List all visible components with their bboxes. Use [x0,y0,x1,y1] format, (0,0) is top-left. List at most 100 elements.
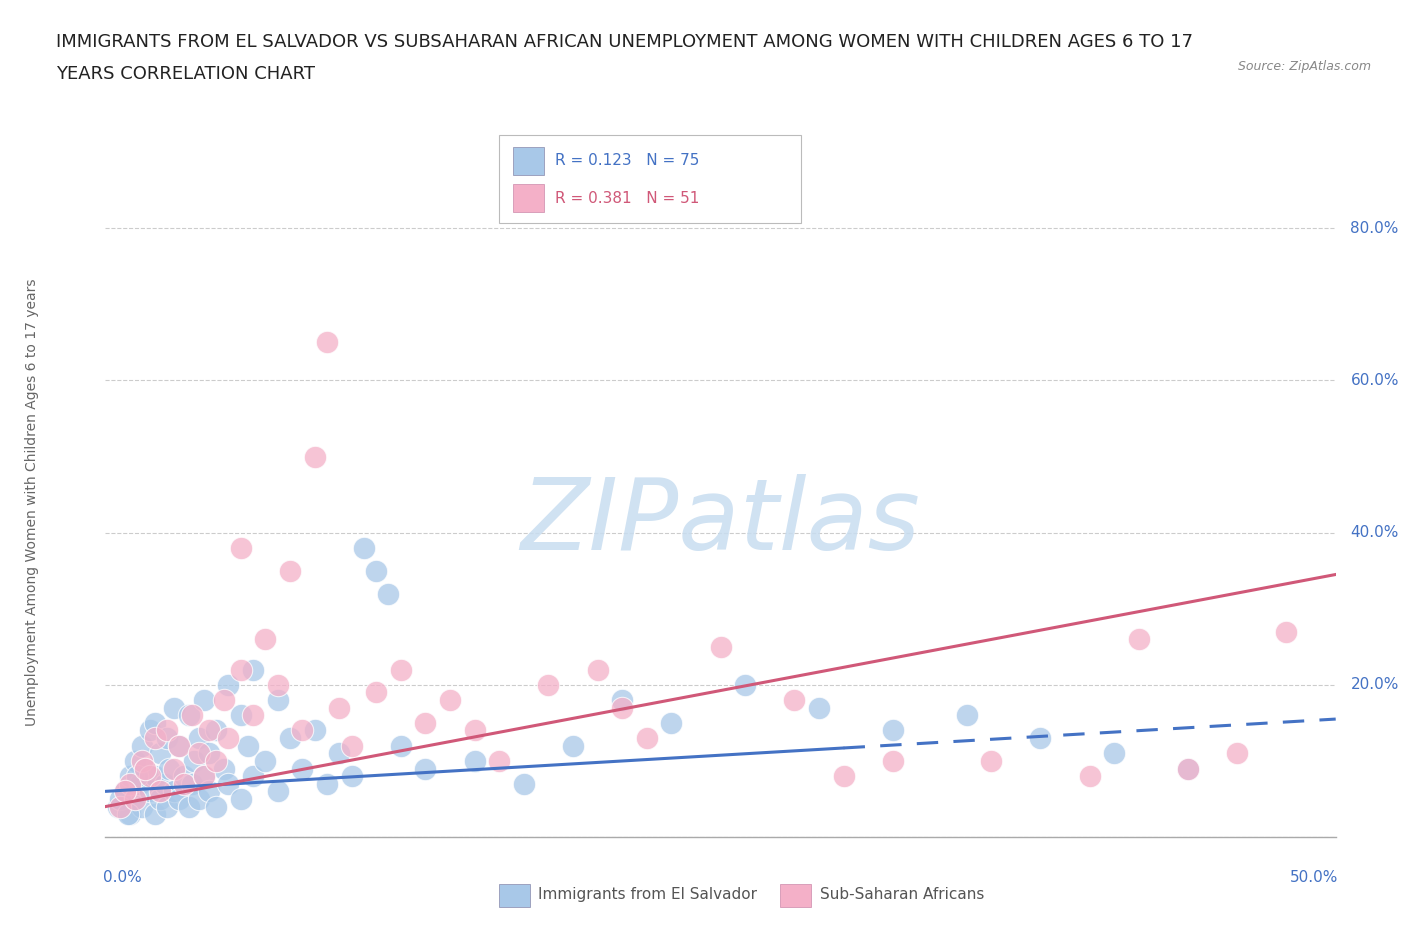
Point [291,761,314,776]
Text: YEARS CORRELATION CHART: YEARS CORRELATION CHART [56,65,315,83]
Point [267,693,290,708]
Point [586,662,609,677]
Point [439,693,461,708]
Point [110,791,132,806]
Text: 0.0%: 0.0% [103,870,142,885]
Text: 20.0%: 20.0% [1350,677,1399,692]
Point [180,708,202,723]
Point [562,738,585,753]
Point [205,799,228,814]
Point [488,753,510,768]
Point [1275,624,1298,639]
Point [636,731,658,746]
Point [117,806,139,821]
Point [205,723,228,737]
Point [159,761,180,776]
Point [513,777,536,791]
Text: Immigrants from El Salvador: Immigrants from El Salvador [538,887,758,902]
Point [315,777,337,791]
Point [131,738,153,753]
Point [1078,769,1101,784]
Point [882,723,904,737]
Point [188,731,211,746]
Point [218,677,240,692]
Point [980,753,1002,768]
Point [267,677,290,692]
Point [229,540,252,555]
Point [120,806,141,821]
Point [304,449,326,464]
Point [188,791,211,806]
Point [229,708,252,723]
Text: Source: ZipAtlas.com: Source: ZipAtlas.com [1237,60,1371,73]
Point [134,761,156,776]
Text: 40.0%: 40.0% [1350,525,1399,540]
Point [218,731,240,746]
Point [173,777,195,791]
Point [143,731,166,746]
Point [169,738,191,753]
Point [134,761,156,776]
Point [413,761,436,776]
Point [832,769,855,784]
Point [413,715,436,730]
Point [127,769,149,784]
Point [366,685,388,700]
Point [114,784,136,799]
Point [389,662,412,677]
Text: 60.0%: 60.0% [1350,373,1399,388]
Point [229,662,252,677]
Point [734,677,756,692]
Point [193,769,215,784]
Point [710,639,733,654]
Text: ZIPatlas: ZIPatlas [520,473,921,571]
Point [163,700,186,715]
Point [138,769,162,784]
Point [138,723,162,737]
Point [120,769,141,784]
Point [340,738,363,753]
Point [169,791,191,806]
Point [197,784,219,799]
Point [143,769,166,784]
Point [131,753,153,768]
Point [110,799,132,814]
Point [107,799,129,814]
Point [537,677,560,692]
Text: Unemployment Among Women with Children Ages 6 to 17 years: Unemployment Among Women with Children A… [25,278,38,726]
Point [163,761,186,776]
Text: 80.0%: 80.0% [1350,220,1399,236]
Point [131,799,153,814]
Point [661,715,683,730]
Point [315,335,337,350]
Text: IMMIGRANTS FROM EL SALVADOR VS SUBSAHARAN AFRICAN UNEMPLOYMENT AMONG WOMEN WITH : IMMIGRANTS FROM EL SALVADOR VS SUBSAHARA… [56,33,1194,50]
Point [218,777,240,791]
Point [1177,761,1199,776]
Point [169,738,191,753]
Point [179,708,201,723]
Point [242,662,264,677]
Text: R = 0.381   N = 51: R = 0.381 N = 51 [555,191,700,206]
Point [610,693,633,708]
Point [193,693,215,708]
Point [464,723,486,737]
Point [212,761,235,776]
Point [254,631,277,646]
Point [156,723,179,737]
Point [1128,631,1150,646]
Point [242,708,264,723]
Point [143,715,166,730]
Point [278,564,301,578]
Point [212,693,235,708]
Point [304,723,326,737]
Point [1177,761,1199,776]
Point [340,769,363,784]
Point [149,746,172,761]
Point [882,753,904,768]
Point [188,746,211,761]
Point [124,753,146,768]
Point [956,708,979,723]
Point [138,784,162,799]
Point [1226,746,1249,761]
Point [267,784,290,799]
